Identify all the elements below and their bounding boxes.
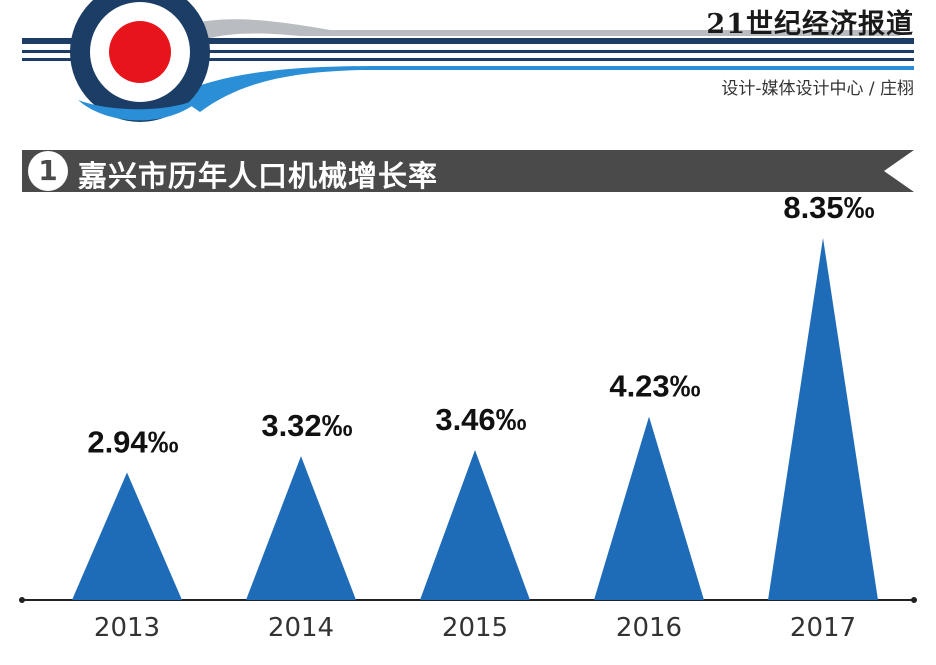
design-credit: 设计-媒体设计中心 / 庄栩 (721, 79, 914, 99)
navy-stripe-2 (22, 50, 914, 53)
data-label-2015: 3.46‰ (435, 402, 526, 437)
x-tick-2017: 2017 (790, 613, 856, 643)
chart-title: 嘉兴市历年人口机械增长率 (78, 159, 439, 193)
bar-2017 (768, 238, 878, 600)
data-label-2017: 8.35‰ (783, 190, 874, 225)
gray-swoosh (150, 19, 900, 56)
x-tick-2015: 2015 (442, 613, 508, 643)
bar-2016 (594, 416, 704, 600)
x-tick-2014: 2014 (268, 613, 334, 643)
x-tick-2016: 2016 (616, 613, 682, 643)
data-label-2013: 2.94‰ (87, 425, 178, 460)
chart-marks: 2.94‰ 2013 3.32‰ 2014 3.46‰ 2015 4.23‰ 2016 8.35… (72, 190, 878, 643)
x-tick-2013: 2013 (94, 613, 160, 643)
header-logo-graphic (22, 0, 914, 122)
bar-2013 (72, 472, 182, 600)
bar-2015 (420, 449, 530, 600)
axis-end-left (19, 597, 25, 603)
roundel-blue-arc (78, 95, 205, 121)
title-number-badge: 1 (28, 151, 68, 191)
data-label-2016: 4.23‰ (609, 369, 700, 404)
chart-area: 2.94‰ 2013 3.32‰ 2014 3.46‰ 2015 4.23‰ 2016 8.35… (19, 190, 917, 643)
bar-2014 (246, 456, 356, 600)
navy-stripe-1 (22, 38, 914, 44)
brand-title: 21世纪经济报道 (706, 9, 914, 40)
navy-stripe-3 (22, 58, 914, 61)
data-label-2014: 3.32‰ (261, 408, 352, 443)
axis-end-right (911, 597, 917, 603)
roundel-red (109, 21, 171, 83)
title-band (22, 150, 914, 192)
